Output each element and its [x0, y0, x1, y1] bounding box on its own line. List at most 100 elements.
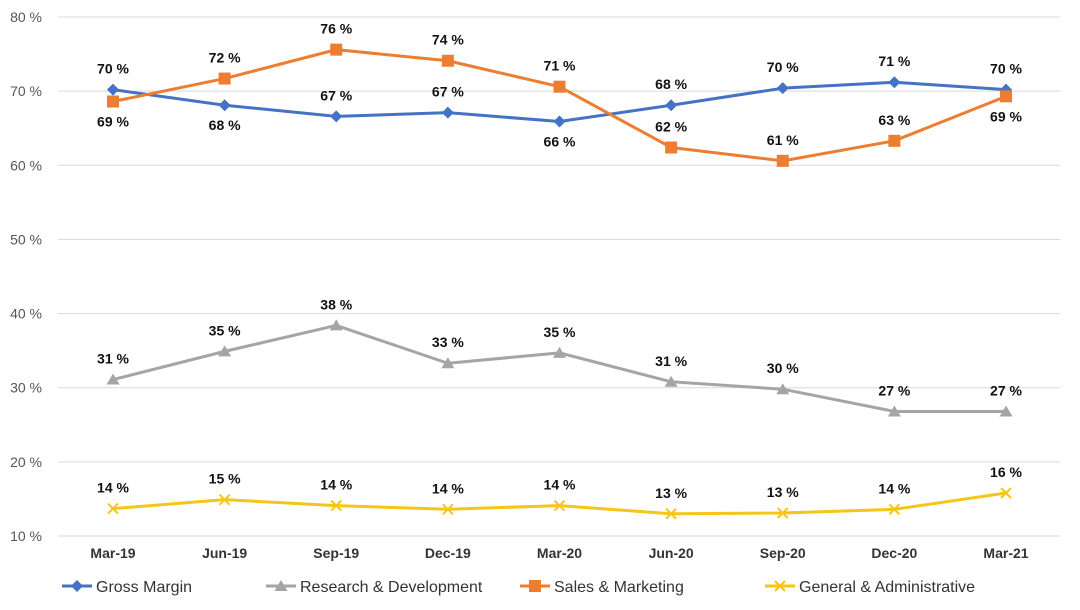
- data-point-gross-margin: [441, 106, 454, 119]
- y-tick-label: 60 %: [10, 157, 42, 173]
- data-point-general-administrative: [218, 493, 231, 506]
- data-label-general-administrative: 14 %: [544, 477, 576, 493]
- data-label-gross-margin: 70 %: [990, 61, 1022, 77]
- x-tick-label: Dec-20: [871, 545, 917, 561]
- data-label-general-administrative: 14 %: [432, 480, 464, 496]
- x-tick-label: Jun-19: [202, 545, 247, 561]
- data-label-research-development: 35 %: [209, 322, 241, 338]
- data-label-sales-marketing: 63 %: [878, 112, 910, 128]
- data-point-sales-marketing: [1000, 90, 1012, 103]
- x-marker-stroke: [888, 503, 901, 516]
- x-tick-label: Mar-19: [90, 545, 135, 561]
- data-point-research-development: [106, 373, 120, 385]
- x-marker-stroke: [1000, 487, 1012, 499]
- data-label-sales-marketing: 72 %: [209, 50, 241, 66]
- y-tick-label: 30 %: [10, 380, 42, 396]
- data-label-sales-marketing: 62 %: [655, 118, 687, 134]
- data-label-general-administrative: 14 %: [97, 480, 129, 496]
- data-point-research-development: [999, 405, 1013, 417]
- legend-label: Sales & Marketing: [554, 579, 684, 596]
- legend-label: Research & Development: [300, 579, 483, 596]
- legend-label: General & Administrative: [799, 579, 975, 596]
- data-point-research-development: [664, 375, 678, 387]
- data-label-sales-marketing: 61 %: [767, 132, 799, 148]
- data-label-sales-marketing: 74 %: [432, 32, 464, 48]
- y-axis-ticks: 10 % 20 % 30 % 40 % 50 % 60 % 70 % 80 %: [10, 9, 42, 544]
- series-line-general-administrative: [112, 491, 1007, 516]
- data-label-gross-margin: 67 %: [432, 84, 464, 100]
- x-marker-stroke: [774, 580, 786, 592]
- data-point-general-administrative: [888, 503, 901, 516]
- data-point-general-administrative: [1000, 487, 1012, 499]
- legend-marker: [774, 580, 786, 592]
- data-point-research-development: [441, 357, 455, 369]
- data-point-gross-margin: [776, 82, 789, 95]
- data-point-sales-marketing: [441, 54, 454, 67]
- data-label-sales-marketing: 71 %: [544, 58, 576, 74]
- legend-item-sales-marketing: Sales & Marketing: [520, 579, 684, 596]
- data-label-sales-marketing: 76 %: [320, 21, 352, 37]
- data-point-gross-margin: [665, 99, 678, 112]
- legend-label: Gross Margin: [96, 579, 192, 596]
- data-point-research-development: [553, 346, 566, 358]
- data-label-gross-margin: 67 %: [320, 87, 352, 103]
- data-label-sales-marketing: 69 %: [990, 108, 1022, 124]
- data-point-general-administrative: [330, 499, 342, 512]
- data-label-research-development: 35 %: [544, 324, 576, 340]
- series-group: [106, 43, 1013, 520]
- data-point-gross-margin: [330, 110, 343, 123]
- data-point-gross-margin: [553, 115, 566, 128]
- data-label-gross-margin: 70 %: [97, 61, 129, 77]
- data-label-research-development: 38 %: [320, 296, 352, 312]
- data-point-sales-marketing: [665, 141, 678, 154]
- data-point-general-administrative: [777, 507, 789, 519]
- data-point-sales-marketing: [107, 95, 119, 108]
- y-tick-label: 20 %: [10, 454, 42, 470]
- gridlines: [58, 16, 1060, 537]
- x-marker-stroke: [107, 502, 119, 515]
- data-point-sales-marketing: [553, 80, 566, 93]
- data-label-gross-margin: 68 %: [209, 117, 241, 133]
- data-point-general-administrative: [553, 499, 566, 512]
- data-label-general-administrative: 13 %: [767, 484, 799, 500]
- data-point-general-administrative: [665, 508, 677, 520]
- data-point-gross-margin: [888, 76, 901, 89]
- data-label-general-administrative: 14 %: [878, 480, 910, 496]
- legend-item-research-development: Research & Development: [266, 579, 483, 596]
- x-tick-label: Mar-20: [537, 545, 582, 561]
- data-label-general-administrative: 14 %: [320, 477, 352, 493]
- data-point-gross-margin: [107, 83, 119, 96]
- x-axis-ticks: Mar-19 Jun-19 Sep-19 Dec-19 Mar-20 Jun-20 Sep-…: [90, 545, 1028, 561]
- x-marker-stroke: [665, 508, 677, 520]
- legend-item-general-administrative: General & Administrative: [765, 579, 975, 596]
- data-label-research-development: 27 %: [990, 382, 1022, 398]
- x-marker-stroke: [330, 499, 342, 512]
- data-label-sales-marketing: 69 %: [97, 114, 129, 130]
- x-marker-stroke: [777, 507, 789, 519]
- data-label-general-administrative: 16 %: [990, 464, 1022, 480]
- x-marker-stroke: [218, 493, 231, 506]
- x-marker-stroke: [553, 499, 566, 512]
- y-tick-label: 80 %: [10, 9, 42, 25]
- x-marker-stroke: [442, 503, 454, 516]
- data-label-research-development: 31 %: [97, 351, 129, 367]
- y-tick-label: 40 %: [10, 306, 42, 322]
- data-labels: 70 % 68 % 67 % 67 % 66 % 68 % 70 % 71 % 70 % 31 %…: [97, 21, 1022, 501]
- x-tick-label: Dec-19: [425, 545, 471, 561]
- x-tick-label: Jun-20: [649, 545, 694, 561]
- data-label-research-development: 33 %: [432, 334, 464, 350]
- data-label-research-development: 30 %: [767, 360, 799, 376]
- data-point-gross-margin: [218, 99, 231, 112]
- data-point-research-development: [887, 405, 901, 417]
- data-point-sales-marketing: [218, 72, 231, 85]
- data-point-sales-marketing: [776, 154, 789, 167]
- x-tick-label: Sep-19: [313, 545, 359, 561]
- x-tick-label: Sep-20: [760, 545, 806, 561]
- legend-marker: [274, 580, 288, 591]
- data-label-gross-margin: 66 %: [544, 134, 576, 150]
- x-tick-label: Mar-21: [983, 545, 1028, 561]
- legend-marker: [71, 580, 83, 592]
- legend-marker: [529, 580, 541, 592]
